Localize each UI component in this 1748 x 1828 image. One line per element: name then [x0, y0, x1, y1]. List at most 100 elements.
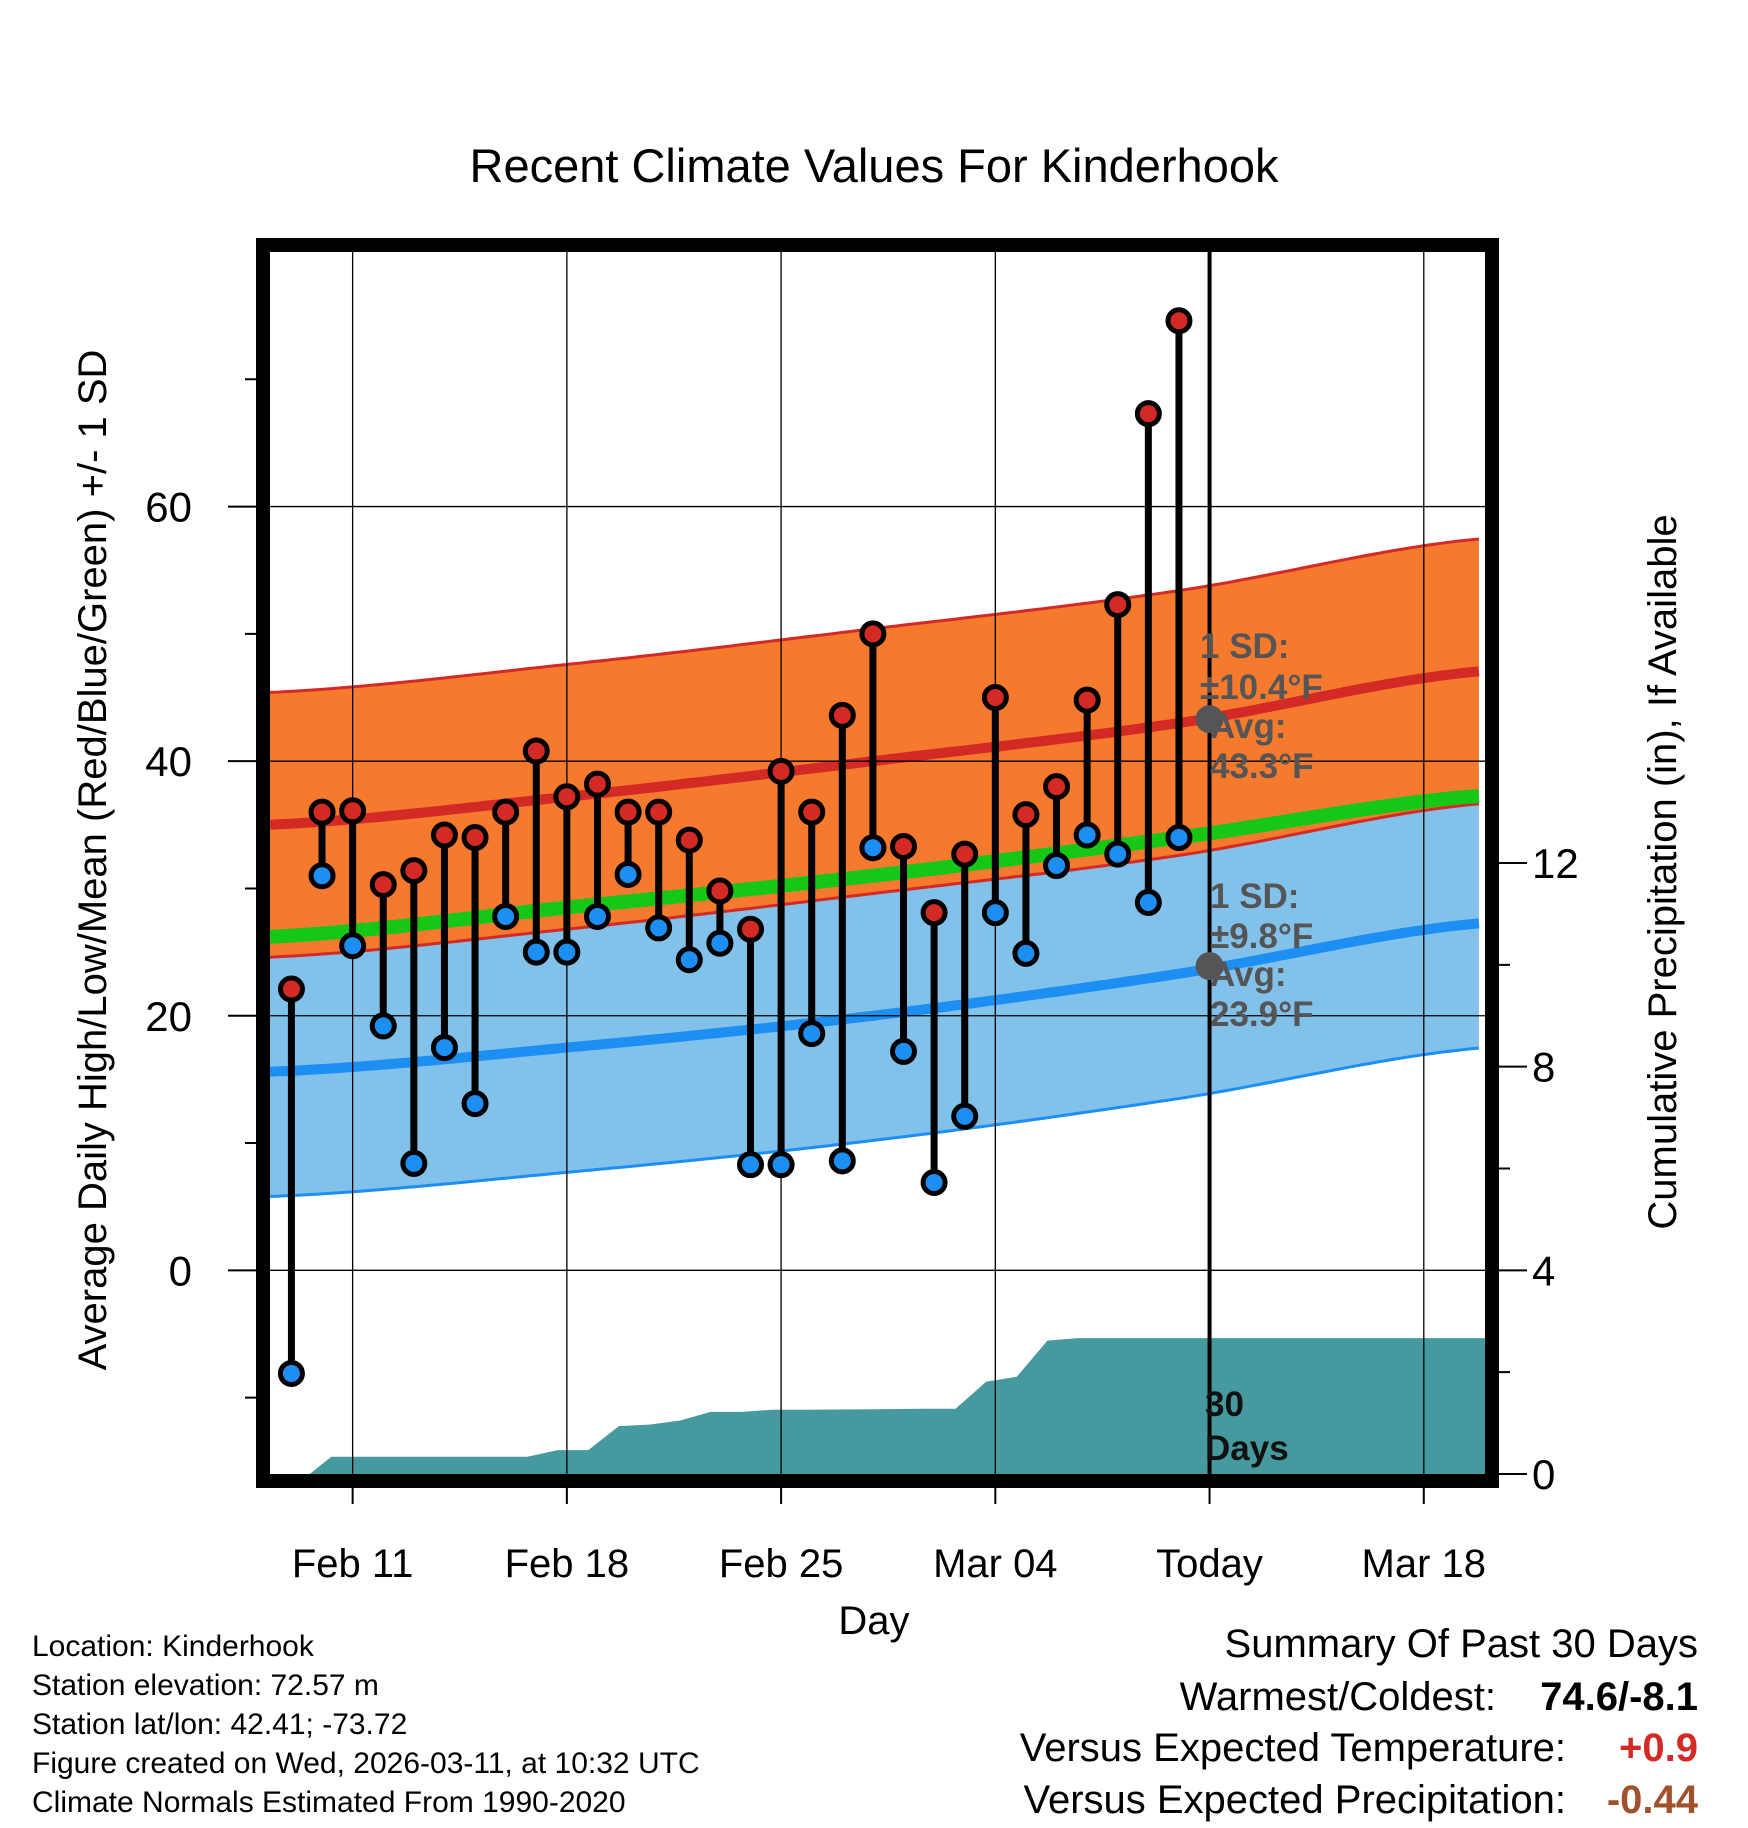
y2-tick-label: 0: [1532, 1451, 1555, 1498]
daily-high-point: [1104, 591, 1132, 619]
daily-high-point: [369, 871, 397, 899]
daily-high-point: [461, 824, 489, 852]
daily-high-point: [553, 783, 581, 811]
daily-high-point: [583, 770, 611, 798]
daily-low-point: [736, 1151, 764, 1179]
daily-low-point: [492, 902, 520, 930]
daily-high-point: [1073, 686, 1101, 714]
summary-precip-value: -0.44: [1606, 1778, 1698, 1822]
station-info: Location: Kinderhook Station elevation: …: [32, 1632, 700, 1827]
high-sd-value: ±10.4°F: [1200, 668, 1323, 707]
low-avg-value: 23.9°F: [1210, 995, 1314, 1034]
summary-temp-value: +0.9: [1619, 1726, 1698, 1770]
daily-low-point: [339, 932, 367, 960]
daily-low-point: [828, 1147, 856, 1175]
plot-area: [270, 252, 1485, 1474]
daily-low-point: [1012, 939, 1040, 967]
daily-low-point: [1104, 840, 1132, 868]
daily-high-point: [492, 798, 520, 826]
info-created: Figure created on Wed, 2026-03-11, at 10…: [32, 1747, 700, 1780]
daily-high-point: [522, 737, 550, 765]
y2-tick-label: 8: [1532, 1044, 1555, 1091]
mean-normal-line: [270, 789, 1480, 944]
daily-high-point: [614, 798, 642, 826]
x-axis-label: Day: [838, 1599, 909, 1643]
chart-title: Recent Climate Values For Kinderhook: [470, 139, 1279, 192]
daily-low-point: [645, 914, 673, 942]
daily-low-point: [430, 1034, 458, 1062]
daily-low-point: [767, 1151, 795, 1179]
days-count: 30: [1205, 1385, 1244, 1424]
daily-low-point: [890, 1037, 918, 1065]
daily-high-point: [951, 840, 979, 868]
daily-high-point: [1012, 801, 1040, 829]
y2-axis-label: Cumulative Precipitation (in), If Availa…: [1641, 514, 1685, 1229]
y-tick-label: 60: [145, 484, 192, 531]
daily-high-point: [1165, 307, 1193, 335]
y-tick-label: 20: [145, 993, 192, 1040]
daily-high-point: [645, 798, 673, 826]
daily-low-point: [798, 1020, 826, 1048]
days-label: Days: [1205, 1429, 1289, 1468]
daily-high-point: [859, 620, 887, 648]
precip-area: [270, 1338, 1485, 1474]
daily-low-point: [277, 1359, 305, 1387]
daily-high-point: [430, 821, 458, 849]
x-tick-label: Mar 18: [1362, 1542, 1487, 1586]
daily-high-point: [767, 757, 795, 785]
daily-low-point: [920, 1169, 948, 1197]
info-elevation: Station elevation: 72.57 m: [32, 1669, 379, 1702]
summary-precip-label: Versus Expected Precipitation:: [1023, 1778, 1566, 1822]
high-band-lower-edge: [270, 802, 1480, 959]
low-avg-marker: [1195, 952, 1224, 981]
daily-low-point: [1134, 888, 1162, 916]
low-sd-label: 1 SD:: [1210, 877, 1299, 916]
high-annotation: 1 SD: ±10.4°F Avg: 43.3°F 1 SD: ±9.8°F A…: [1200, 627, 1323, 1034]
x-tick-label: Mar 04: [933, 1542, 1058, 1586]
daily-low-point: [981, 899, 1009, 927]
daily-low-point: [308, 862, 336, 890]
summary-warmest-value: 74.6/-8.1: [1540, 1675, 1698, 1719]
summary-temp-label: Versus Expected Temperature:: [1019, 1726, 1566, 1770]
daily-low-point: [522, 938, 550, 966]
daily-high-point: [798, 798, 826, 826]
daily-low-point: [461, 1090, 489, 1118]
low-sd-value: ±9.8°F: [1210, 917, 1313, 956]
daily-high-point: [920, 899, 948, 927]
daily-low-point: [706, 929, 734, 957]
info-normals: Climate Normals Estimated From 1990-2020: [32, 1786, 626, 1819]
daily-high-point: [400, 857, 428, 885]
high-sd-label: 1 SD:: [1200, 627, 1289, 666]
daily-high-point: [981, 684, 1009, 712]
info-location: Location: Kinderhook: [32, 1630, 314, 1663]
daily-low-point: [553, 938, 581, 966]
daily-high-point: [1043, 773, 1071, 801]
x-tick-label: Feb 18: [505, 1542, 630, 1586]
low-avg-label: Avg:: [1210, 955, 1286, 994]
daily-high-point: [339, 797, 367, 825]
y2-tick-label: 12: [1532, 840, 1579, 887]
low-band-lower-edge: [270, 1046, 1480, 1198]
summary-title: Summary Of Past 30 Days: [1224, 1622, 1698, 1666]
high-avg-marker: [1195, 705, 1224, 734]
low-sd-band: [270, 798, 1479, 1197]
x-tick-label: Feb 11: [292, 1542, 414, 1586]
daily-low-point: [583, 902, 611, 930]
daily-low-point: [369, 1012, 397, 1040]
x-tick-label: Feb 25: [719, 1542, 844, 1586]
daily-high-point: [675, 826, 703, 854]
daily-high-point: [736, 915, 764, 943]
y-tick-label: 0: [169, 1247, 192, 1294]
daily-high-point: [706, 877, 734, 905]
high-avg-value: 43.3°F: [1210, 747, 1314, 786]
info-latlon: Station lat/lon: 42.41; -73.72: [32, 1708, 408, 1741]
daily-low-point: [400, 1149, 428, 1177]
daily-high-point: [277, 975, 305, 1003]
daily-low-point: [614, 860, 642, 888]
y-tick-label: 40: [145, 738, 192, 785]
daily-low-point: [859, 834, 887, 862]
daily-low-point: [951, 1102, 979, 1130]
daily-high-point: [1134, 400, 1162, 428]
summary-warmest-label: Warmest/Coldest:: [1179, 1675, 1496, 1719]
